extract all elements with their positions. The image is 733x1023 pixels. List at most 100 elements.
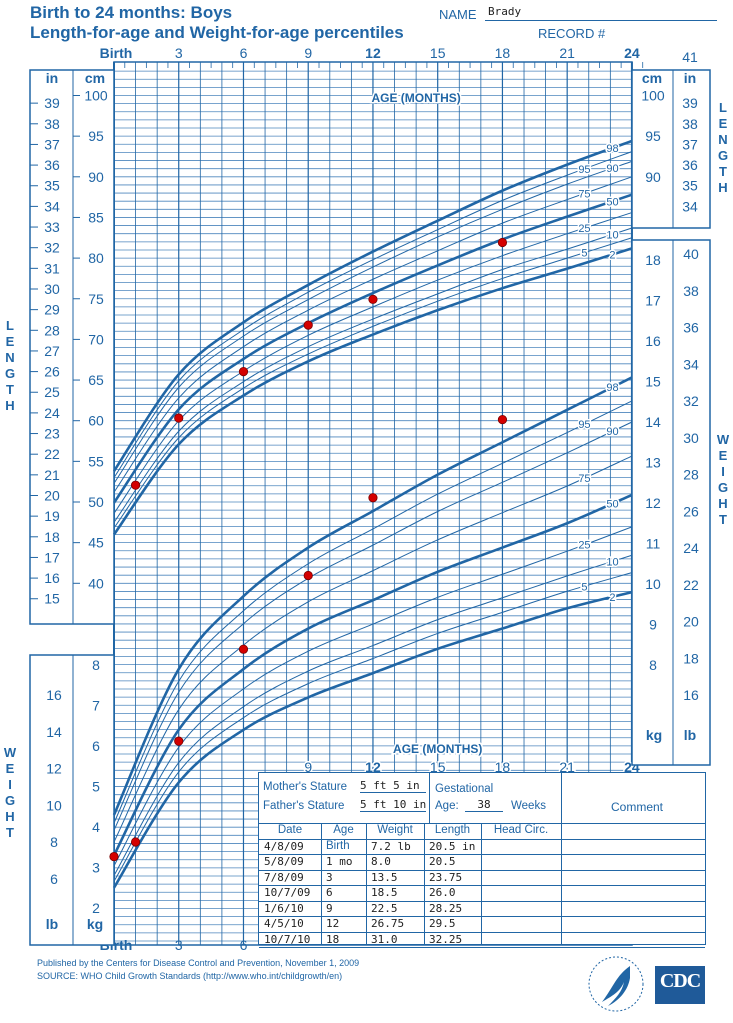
in-tick-label: 37 [44, 136, 60, 152]
cm-tick-label: 70 [88, 331, 104, 347]
kg-tick-label-right: 13 [645, 455, 661, 471]
table-row-line [259, 823, 705, 824]
gestational-age-label: Age: [435, 800, 459, 812]
kg-tick-label-right: 8 [649, 657, 657, 673]
length-axis-title-left: L [6, 318, 14, 333]
mother-stature-value[interactable]: 5 ft 5 in [360, 779, 426, 793]
weight-axis-title-right: H [718, 496, 727, 511]
table-cell[interactable]: 1/6/10 [264, 901, 304, 915]
in-tick-label: 23 [44, 426, 60, 442]
weight-axis-title-left: T [6, 825, 14, 840]
age-tick-lower: 9 [304, 759, 312, 775]
age-tick-top: 12 [365, 45, 381, 61]
table-cell[interactable]: 13.5 [371, 870, 398, 884]
length-percentile-curve-90 [113, 160, 633, 484]
in-tick-label: 27 [44, 343, 60, 359]
length-percentile-curve-10 [113, 227, 633, 523]
cm-tick-label: 50 [88, 494, 104, 510]
lb-tick-label: 8 [50, 834, 58, 850]
weight-data-point [303, 570, 313, 581]
table-cell[interactable]: 3 [326, 870, 333, 884]
table-column-line [481, 823, 482, 944]
comment-label: Comment [611, 800, 664, 814]
unit-cm-label: cm [85, 70, 105, 86]
in-tick-label: 28 [44, 322, 60, 338]
table-cell[interactable]: 18.5 [371, 886, 398, 899]
table-cell[interactable]: 4/8/09 [264, 839, 304, 853]
table-cell[interactable]: Birth [326, 839, 350, 852]
table-cell[interactable]: 26.0 [429, 886, 456, 899]
table-cell[interactable]: 32.25 [429, 932, 463, 946]
table-cell[interactable]: 29.5 [429, 917, 456, 930]
table-row-line [259, 885, 705, 886]
table-header-1: Age [333, 824, 354, 836]
table-row-line [259, 916, 705, 917]
age-tick-top: 24 [624, 45, 640, 61]
table-cell[interactable]: 7/8/09 [264, 870, 304, 884]
name-field[interactable]: Brady [488, 5, 522, 18]
publisher-note: Published by the Centers for Disease Con… [37, 958, 360, 968]
table-cell[interactable]: 1 mo [326, 855, 353, 868]
table-cell[interactable]: 5/8/09 [264, 855, 304, 868]
table-cell[interactable]: 12 [326, 917, 340, 930]
length-axis-title-left: G [5, 366, 15, 381]
cm-tick-label-right: 90 [645, 169, 661, 185]
weight-axis-title-left: G [5, 793, 15, 808]
length-axis-title-left: N [5, 350, 14, 365]
lb-tick-label-right: 20 [683, 614, 699, 630]
table-cell[interactable]: 28.25 [429, 901, 463, 915]
length-percentile-curve-2 [112, 247, 633, 536]
table-cell[interactable]: 9 [326, 901, 333, 915]
table-cell[interactable]: 23.75 [429, 870, 463, 884]
weight-percentile-label: 5 [581, 581, 587, 593]
table-row-line [259, 931, 705, 933]
weight-data-point [174, 736, 184, 746]
age-tick-top: 18 [495, 45, 511, 61]
unit-in-label: in [46, 70, 58, 86]
kg-tick-label: 3 [92, 860, 100, 876]
in-tick-label: 32 [44, 240, 60, 256]
mother-stature-label: Mother's Stature [263, 781, 348, 793]
weight-data-point [130, 837, 141, 847]
length-data-point [303, 320, 313, 330]
in-tick-label: 34 [44, 198, 60, 214]
weight-axis-title-right: W [717, 432, 730, 447]
age-tick-top: 9 [304, 45, 312, 61]
lb-tick-label-right: 40 [683, 246, 699, 262]
gestational-age-value[interactable]: 38 [465, 798, 503, 812]
table-cell[interactable]: 10/7/09 [264, 886, 311, 899]
cm-tick-label-right: 100 [641, 88, 665, 104]
table-cell[interactable]: 20.5 in [429, 839, 476, 853]
table-cell[interactable]: 22.5 [371, 901, 398, 915]
kg-tick-label: 7 [92, 698, 100, 714]
father-stature-value[interactable]: 5 ft 10 in [360, 798, 427, 812]
weight-percentile-label: 75 [578, 473, 590, 485]
kg-tick-label-right: 15 [645, 374, 661, 390]
cm-tick-label: 75 [88, 291, 104, 307]
kg-tick-label: 8 [92, 657, 100, 673]
table-cell[interactable]: 10/7/10 [264, 932, 311, 946]
table-header-2: Weight [377, 824, 413, 836]
lb-tick-label-right: 22 [683, 577, 699, 593]
table-cell[interactable]: 7.2 lb [371, 839, 411, 853]
length-percentile-label: 50 [606, 196, 618, 208]
kg-tick-label-right: 16 [645, 333, 661, 349]
table-cell[interactable]: 4/5/10 [264, 917, 304, 930]
chart-title: Birth to 24 months: Boys [30, 3, 233, 22]
table-cell[interactable]: 31.0 [371, 932, 398, 946]
table-cell[interactable]: 20.5 [429, 855, 456, 868]
length-axis-title-right: L [719, 100, 727, 115]
patient-info-table: Mother's Stature 5 ft 5 in Father's Stat… [258, 772, 706, 948]
record-label: RECORD # [538, 26, 606, 41]
table-cell[interactable]: 8.0 [371, 855, 391, 868]
table-cell[interactable]: 18 [326, 932, 340, 946]
cdc-logo-text: CDC [659, 970, 701, 992]
in-tick-label: 31 [44, 260, 60, 276]
age-tick-bottom: 6 [240, 937, 248, 953]
table-cell[interactable]: 6 [326, 886, 333, 899]
lb-tick-label-right: 18 [683, 650, 699, 666]
table-row-line [259, 854, 705, 855]
table-cell[interactable]: 26.75 [371, 917, 405, 930]
father-stature-label: Father's Stature [263, 800, 345, 812]
